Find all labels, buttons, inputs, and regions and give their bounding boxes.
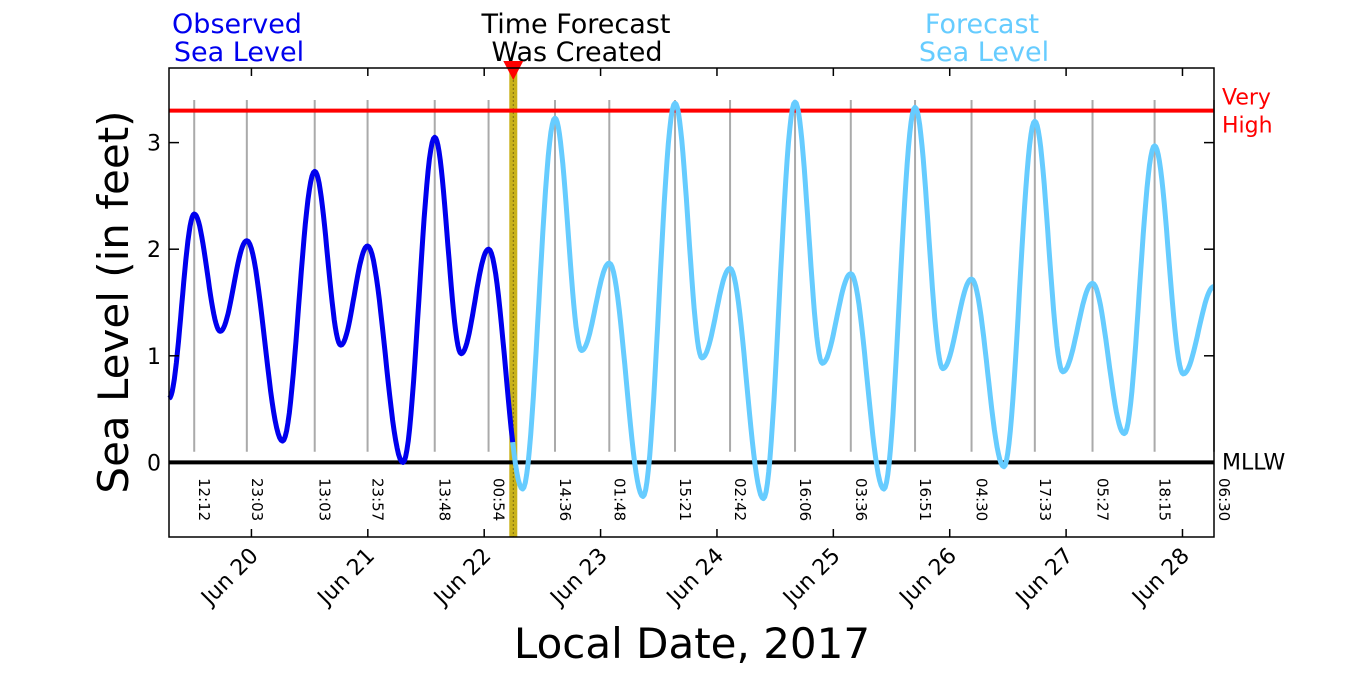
y-axis-ticks: 0 1 2 3 (147, 132, 1214, 476)
x-tick-label: Jun 21 (312, 544, 380, 612)
x-tick-label: Jun 24 (661, 544, 729, 612)
tide-time-label: 14:36 (556, 478, 574, 521)
created-header-line1: Time Forecast (481, 9, 671, 40)
tide-time-label: 13:48 (436, 478, 454, 521)
x-tick-label: Jun 27 (1010, 544, 1078, 612)
tide-time-label: 15:21 (676, 478, 694, 521)
x-tick-label: Jun 26 (894, 544, 962, 612)
tide-time-label: 05:27 (1094, 478, 1112, 521)
tide-time-label: 16:06 (796, 478, 814, 521)
tide-time-label: 13:03 (316, 478, 334, 521)
x-tick-label: Jun 22 (428, 544, 496, 612)
tide-time-label: 16:51 (916, 478, 934, 521)
observed-header-line1: Observed (172, 9, 302, 40)
chart-header: Observed Sea Level Time Forecast Was Cre… (172, 9, 1049, 68)
very-high-label-line1: Very (1222, 86, 1271, 111)
plot-border (168, 67, 1215, 538)
tide-time-label: 06:30 (1215, 478, 1233, 521)
threshold-lines (169, 108, 1214, 465)
tide-time-label: 00:54 (490, 478, 508, 521)
plot-frame (168, 67, 1215, 538)
tide-time-label: 02:42 (731, 478, 749, 521)
y-tick-label: 3 (147, 132, 161, 157)
y-tick-label: 0 (147, 451, 161, 476)
tide-time-label: 18:15 (1156, 478, 1174, 521)
forecast-series-line (510, 99, 1216, 502)
mllw-label: MLLW (1222, 450, 1285, 475)
x-tick-label: Jun 23 (545, 544, 613, 612)
y-axis-label: Sea Level (in feet) (89, 110, 138, 493)
y-tick-label: 2 (147, 238, 161, 263)
x-tick-label: Jun 25 (777, 544, 845, 612)
y-tick-label: 1 (147, 345, 161, 370)
tide-time-labels: 12:12 23:03 13:03 23:57 13:48 00:54 14:36 01:48… (195, 478, 1233, 521)
observed-series-line (167, 134, 516, 465)
tide-time-label: 17:33 (1036, 478, 1054, 521)
tide-time-label: 23:03 (248, 478, 266, 521)
sea-level-series (167, 99, 1216, 502)
very-high-label-line2: High (1222, 114, 1273, 139)
x-axis-label: Local Date, 2017 (514, 619, 870, 668)
forecast-created-band (509, 68, 518, 537)
forecast-created-marker (503, 61, 524, 537)
tide-time-label: 04:30 (973, 478, 991, 521)
tide-time-label: 12:12 (195, 478, 213, 521)
tide-time-label: 01:48 (610, 478, 628, 521)
forecast-header-line1: Forecast (925, 9, 1039, 40)
threshold-labels: Very High MLLW (1222, 86, 1285, 476)
forecast-header-line2: Sea Level (919, 37, 1049, 68)
observed-header-line2: Sea Level (174, 37, 304, 68)
x-tick-label: Jun 20 (196, 544, 264, 612)
x-tick-label: Jun 28 (1127, 544, 1195, 612)
forecast-created-triangle (503, 61, 524, 80)
tide-time-label: 23:57 (369, 478, 387, 521)
tide-time-lines (193, 99, 1215, 452)
tide-time-label: 03:36 (852, 478, 870, 521)
